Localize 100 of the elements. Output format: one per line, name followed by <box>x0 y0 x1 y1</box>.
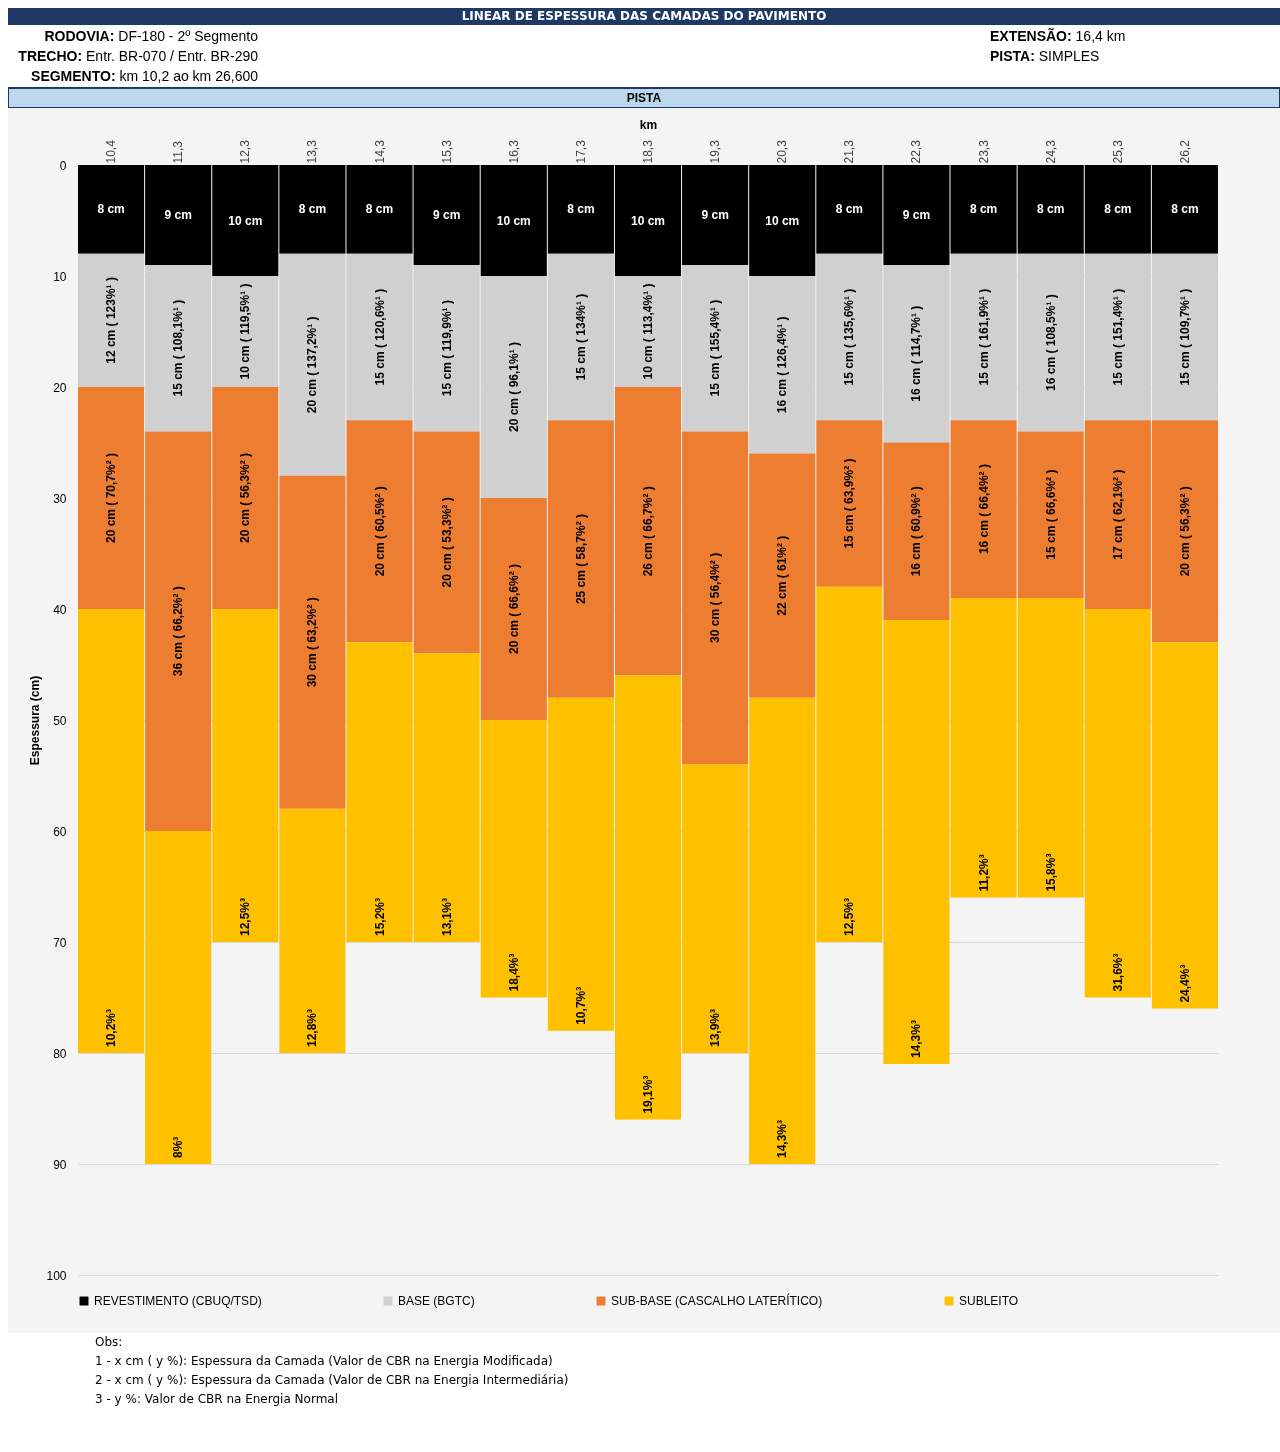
data-label: 20 cm ( 53,3%² ) <box>439 497 454 588</box>
data-label: 15 cm ( 63,9%² ) <box>842 458 857 549</box>
annotation: 12,5%³ <box>842 897 857 936</box>
data-label: 10 cm <box>496 213 531 228</box>
annotation: 19,1%³ <box>641 1075 655 1114</box>
annotation: 24,4%³ <box>1177 964 1192 1003</box>
legend-label: BASE (BGTC) <box>398 1294 475 1308</box>
x-tick-label: 17,3 <box>573 139 588 164</box>
data-label: 8 cm <box>567 202 595 217</box>
y-tick-label: 80 <box>53 1046 67 1061</box>
data-label: 15 cm ( 161,9%¹ ) <box>976 288 991 386</box>
data-label: 15 cm ( 155,4%¹ ) <box>708 299 723 397</box>
data-label: 16 cm ( 126,4%¹ ) <box>775 316 790 414</box>
x-tick-label: 21,3 <box>842 139 857 164</box>
data-label: 16 cm ( 114,7%¹ ) <box>909 305 924 402</box>
x-tick-label: 22,3 <box>909 139 924 164</box>
data-label: 16 cm ( 108,5%¹ ) <box>1043 294 1058 391</box>
x-tick-label: 20,3 <box>775 139 790 164</box>
data-label: 9 cm <box>432 207 461 222</box>
text: PISTA: SIMPLES <box>989 47 1101 66</box>
y-tick-label: 100 <box>46 1268 67 1283</box>
data-label: 15 cm ( 120,6%¹ ) <box>372 288 387 386</box>
data-label: 8 cm <box>1037 202 1065 217</box>
data-label: 15 cm ( 151,4%¹ ) <box>1110 288 1125 386</box>
data-label: 20 cm ( 56,3%² ) <box>1177 486 1192 577</box>
text: RODOVIA: DF-180 - 2º Segmento <box>43 27 258 46</box>
data-label: 15 cm ( 134%¹ ) <box>573 293 588 381</box>
data-label: 10 cm <box>630 213 666 228</box>
data-label: 15 cm ( 119,9%¹ ) <box>439 300 454 397</box>
x-tick-label: 13,3 <box>305 139 320 164</box>
data-label: 8 cm <box>97 202 125 217</box>
annotation: 10,7%³ <box>573 986 588 1025</box>
data-label: 15 cm ( 66,6%² ) <box>1043 469 1058 560</box>
y-tick-label: 0 <box>59 158 67 173</box>
data-label: 10 cm ( 119,5%¹ ) <box>238 283 253 380</box>
data-label: 15 cm ( 135,6%¹ ) <box>842 288 857 386</box>
y-tick-label: 70 <box>53 935 67 950</box>
annotation: 31,6%³ <box>1110 953 1125 992</box>
annotation: 13,9%³ <box>708 1008 723 1047</box>
text: TRECHO: Entr. BR-070 / Entr. BR-290 <box>17 47 258 66</box>
annotation: 10,2%³ <box>104 1008 119 1047</box>
text: EXTENSÃO: 16,4 km <box>989 27 1127 46</box>
chart-title: LINEAR DE ESPESSURA DAS CAMADAS DO PAVIMENTO <box>8 8 1280 25</box>
annotation: 18,4%³ <box>506 953 521 992</box>
data-label: 20 cm ( 56,3%² ) <box>238 452 253 544</box>
x-axis-title: km <box>639 118 658 133</box>
data-label: 30 cm ( 56,4%² ) <box>708 552 723 643</box>
data-label: 20 cm ( 137,2%¹ ) <box>305 316 320 414</box>
x-tick-label: 11,3 <box>171 140 186 164</box>
y-tick-label: 30 <box>53 491 67 506</box>
x-tick-label: 23,3 <box>976 139 991 164</box>
text: SEGMENTO: km 10,2 ao km 26,600 <box>30 67 258 86</box>
data-label: 26 cm ( 66,7%² ) <box>641 486 655 577</box>
annotation: 13,1%³ <box>439 897 454 936</box>
annotation: 14,3%³ <box>909 1020 924 1059</box>
data-label: 30 cm ( 63,2%² ) <box>305 597 320 688</box>
data-label: 8 cm <box>298 202 327 217</box>
x-tick-label: 14,3 <box>372 139 387 164</box>
data-label: 9 cm <box>164 207 192 222</box>
annotation: 15,2%³ <box>372 897 387 936</box>
data-label: 10 cm <box>765 213 800 228</box>
x-tick-label: 18,3 <box>641 139 655 164</box>
data-label: 8 cm <box>835 202 864 217</box>
text: 3 - y %: Valor de CBR na Energia Normal <box>95 1391 339 1408</box>
y-tick-label: 20 <box>53 380 67 395</box>
data-label: 8 cm <box>365 202 394 217</box>
data-label: 15 cm ( 109,7%¹ ) <box>1177 288 1192 386</box>
x-tick-label: 12,3 <box>238 139 253 164</box>
legend-label: SUBLEITO <box>959 1294 1019 1308</box>
annotation: 8%³ <box>171 1136 186 1158</box>
data-label: 10 cm ( 113,4%¹ ) <box>641 283 655 380</box>
x-tick-label: 19,3 <box>708 139 723 164</box>
x-tick-label: 15,3 <box>439 139 454 164</box>
data-label: 8 cm <box>969 202 998 217</box>
chart-subtitle: PISTA <box>8 88 1280 108</box>
data-label: 22 cm ( 61%² ) <box>775 535 790 616</box>
data-label: 20 cm ( 66,6%² ) <box>506 563 521 655</box>
data-label: 20 cm ( 60,5%² ) <box>372 486 387 577</box>
data-label: 8 cm <box>1104 202 1132 217</box>
legend-label: REVESTIMENTO (CBUQ/TSD) <box>94 1294 262 1308</box>
y-tick-label: 50 <box>53 713 67 728</box>
text: 1 - x cm ( y %): Espessura da Camada (Valor de CBR na Energia Modificada) <box>95 1353 554 1370</box>
data-label: 16 cm ( 66,4%² ) <box>976 464 991 555</box>
data-label: 36 cm ( 66,2%² ) <box>171 586 186 677</box>
annotation: 15,8%³ <box>1043 853 1058 892</box>
x-tick-label: 10,4 <box>104 139 119 164</box>
data-label: 15 cm ( 108,1%¹ ) <box>171 299 186 397</box>
annotation: 12,5%³ <box>238 897 253 936</box>
data-label: 17 cm ( 62,1%² ) <box>1110 469 1125 560</box>
annotation: 14,3%³ <box>775 1119 790 1158</box>
y-tick-label: 90 <box>53 1157 67 1172</box>
data-label: 20 cm ( 70,7%² ) <box>104 452 119 544</box>
data-label: 9 cm <box>701 207 729 222</box>
x-tick-label: 24,3 <box>1043 139 1058 164</box>
x-tick-label: 16,3 <box>506 139 521 164</box>
data-label: 20 cm ( 96,1%¹ ) <box>506 341 521 433</box>
y-tick-label: 10 <box>53 269 67 284</box>
data-label: 16 cm ( 60,9%² ) <box>909 486 924 577</box>
x-tick-label: 26,2 <box>1177 139 1192 164</box>
data-label: 10 cm <box>228 213 263 228</box>
